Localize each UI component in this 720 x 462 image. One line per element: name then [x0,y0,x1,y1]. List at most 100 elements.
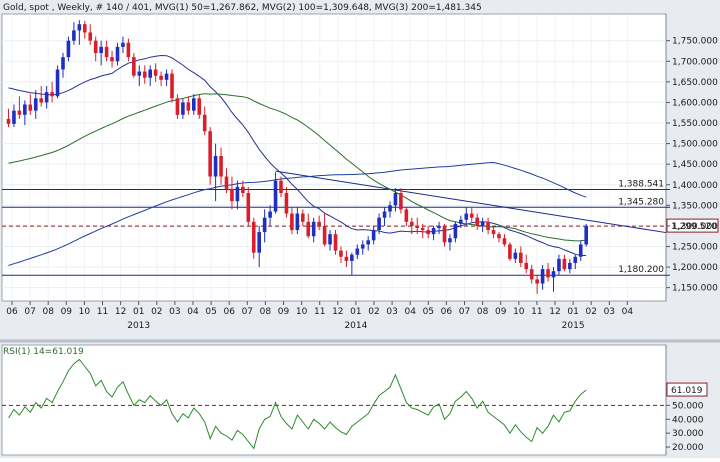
rsi-tick-label: 20.000 [672,443,704,453]
candle-body [77,24,82,31]
candle-body [23,104,27,115]
candle-body [235,186,240,202]
candle-body [568,262,572,270]
rsi-series [2,358,666,450]
candle-body [513,252,518,259]
price-tick-label: 1,600.000 [672,98,718,108]
month-label: 05 [205,307,216,317]
candle-body [333,234,338,251]
horizontal-levels: 1,388.541 1,345.280 1,180.200 1,299.520 [2,170,719,276]
month-label: 11 [531,307,542,317]
month-label: 04 [404,307,416,317]
candle-body [50,92,54,97]
candle-body [448,238,452,243]
time-axis: 06 07 08 09 10 11 12 01 02 03 04 05 06 07 08 09 10 11 12 01… [6,301,633,331]
candle-body [219,155,223,177]
year-label: 2013 [127,321,150,331]
price-tick-label: 1,200.000 [672,263,718,273]
candle-body [93,40,98,54]
candle-body [519,252,523,263]
candle-body [181,102,185,115]
month-label: 03 [386,307,397,317]
candle-body [442,225,447,243]
candle-body [459,219,463,224]
candle-body [39,98,43,103]
ma-100-line [8,93,587,242]
month-label: 09 [61,307,73,317]
candle-body [322,225,327,245]
candle-body [311,221,316,237]
chart-header-title: Gold, spot , Weekly, # 140 / 401, MVG(1)… [3,3,482,13]
price-axis: 1,750.000 1,700.000 1,650.000 1,600.000 1,55… [666,37,718,294]
month-label: 12 [115,307,126,317]
month-label: 03 [169,307,180,317]
month-label: 11 [97,307,108,317]
candle-body [148,69,152,78]
month-label: 06 [6,307,18,317]
candle-body [175,98,180,115]
candle-body [317,221,321,226]
level-label: 1,180.200 [618,265,664,275]
rsi-current-box [666,382,708,397]
candle-body [137,71,142,76]
candle-body [251,221,256,253]
candle-body [66,40,71,58]
candle-body [241,186,245,193]
candle-body [301,213,305,222]
rsi-current-label: 61.019 [671,386,703,396]
year-label: 2014 [344,321,367,331]
month-label: 12 [332,307,343,317]
candle-body [115,46,120,62]
month-label: 02 [368,307,379,317]
month-label: 09 [278,307,290,317]
candle-body [192,98,196,111]
candle-body [306,221,311,237]
candle-body [573,256,578,263]
month-label: 06 [223,307,235,317]
rsi-header-title: RSI(1) 14=61.019 [3,347,84,357]
candle-body [142,71,147,78]
month-label: 04 [622,307,634,317]
candle-body [328,234,332,245]
candle-body [508,244,512,259]
candle-body [562,258,567,270]
candle-body [44,92,49,103]
candle-body [388,205,392,212]
rsi-tick-label: 30.000 [672,429,704,439]
price-tick-label: 1,500.000 [672,140,718,150]
month-label: 02 [585,307,596,317]
rsi-tick-label: 50.000 [672,401,704,411]
candle-body [546,269,550,278]
price-tick-label: 1,700.000 [672,57,718,67]
candle-body [213,155,218,177]
rsi-line [8,358,587,450]
candle-body [355,248,360,255]
month-label: 01 [133,307,144,317]
candle-body [197,98,202,115]
rsi-plot-background[interactable] [1,344,667,456]
candle-body [497,234,501,239]
candle-body [202,114,207,132]
candle-body [371,230,376,241]
candle-body [208,131,212,177]
candle-body [121,42,125,47]
candle-body [350,254,354,261]
price-tick-label: 1,350.000 [672,201,718,211]
candle-body [88,32,93,41]
candle-body [61,57,65,70]
candle-body [464,213,469,220]
candle-body [6,118,11,124]
candle-body [186,102,191,111]
candle-body [164,73,169,80]
candle-body [110,57,114,62]
candle-body [72,30,76,41]
month-label: 04 [187,307,199,317]
candle-body [540,269,545,284]
month-label: 01 [567,307,578,317]
main-grid [2,14,666,301]
price-tick-label: 1,250.000 [672,242,718,252]
candle-body [377,217,381,231]
month-label: 05 [423,307,434,317]
candles [6,20,588,294]
candle-body [295,213,300,231]
